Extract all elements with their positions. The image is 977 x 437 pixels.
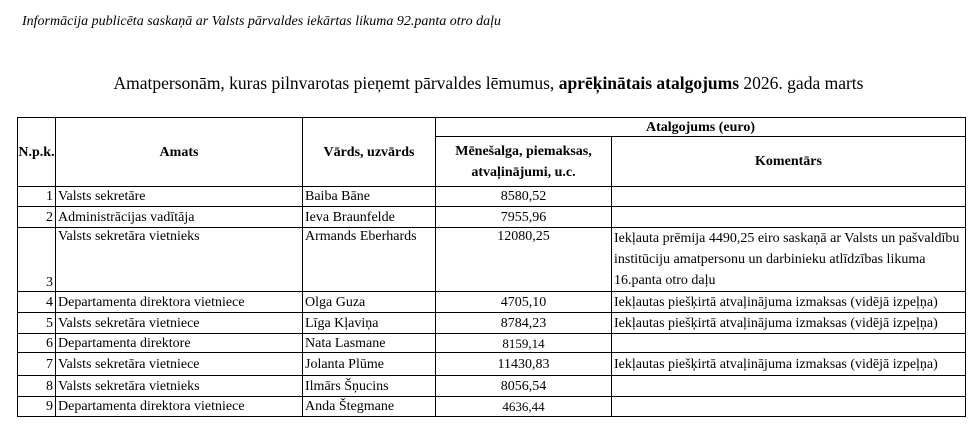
table-row: 2 Administrācijas vadītāja Ieva Braunfelde… <box>17 206 966 228</box>
row-number: 7 <box>17 352 56 376</box>
name-cell: Olga Guza <box>302 291 436 313</box>
comment-cell <box>611 396 966 417</box>
name-cell: Ieva Braunfelde <box>302 206 436 228</box>
title-after: 2026. gada marts <box>739 73 864 93</box>
salary-cell: 8159,14 <box>435 333 612 353</box>
salary-cell: 8056,54 <box>435 375 612 397</box>
table-row: 9 Departamenta direktora vietniece Anda Š… <box>17 396 966 417</box>
table-row: 8 Valsts sekretāra vietnieks Ilmārs Šņucin… <box>17 375 966 397</box>
table-row: 1 Valsts sekretāre Baiba Bāne 8580,52 <box>17 186 966 207</box>
row-number: 3 <box>17 227 56 292</box>
position-cell: Valsts sekretāra vietniece <box>55 312 303 334</box>
header-alga: Mēnešalga, piemaksas, atvaļinājumi, u.c. <box>435 136 612 187</box>
position-cell: Valsts sekretāra vietnieks <box>55 227 303 292</box>
row-number: 8 <box>17 375 56 397</box>
comment-cell <box>611 186 966 207</box>
name-cell: Jolanta Plūme <box>302 352 436 376</box>
row-number: 4 <box>17 291 56 313</box>
salary-cell: 7955,96 <box>435 206 612 228</box>
header-atalgojums: Atalgojums (euro) <box>435 117 966 137</box>
name-cell: Ilmārs Šņucins <box>302 375 436 397</box>
name-cell: Līga Kļaviņa <box>302 312 436 334</box>
header-amats: Amats <box>55 117 303 187</box>
comment-cell: Iekļautas piešķirtā atvaļinājuma izmaksa… <box>611 312 966 334</box>
name-cell: Anda Štegmane <box>302 396 436 417</box>
header-vards: Vārds, uzvārds <box>302 117 436 187</box>
salary-cell: 4705,10 <box>435 291 612 313</box>
comment-cell <box>611 333 966 353</box>
position-cell: Administrācijas vadītāja <box>55 206 303 228</box>
table-row: 3 Valsts sekretāra vietnieks Armands Eberh… <box>17 227 966 292</box>
salary-table: N.p.k. Amats Vārds, uzvārds Atalgojums (… <box>17 117 966 417</box>
row-number: 6 <box>17 333 56 353</box>
position-cell: Departamenta direktore <box>55 333 303 353</box>
header-npk: N.p.k. <box>17 117 56 187</box>
row-number: 1 <box>17 186 56 207</box>
legal-note: Informācija publicēta saskaņā ar Valsts … <box>22 14 501 29</box>
salary-cell: 8580,52 <box>435 186 612 207</box>
comment-cell <box>611 206 966 228</box>
table-row: 6 Departamenta direktore Nata Lasmane 8159… <box>17 333 966 353</box>
position-cell: Departamenta direktora vietniece <box>55 291 303 313</box>
title-before: Amatpersonām, kuras pilnvarotas pieņemt … <box>113 73 559 93</box>
header-komentars: Komentārs <box>611 136 966 187</box>
row-number: 9 <box>17 396 56 417</box>
comment-cell: Iekļautas piešķirtā atvaļinājuma izmaksa… <box>611 352 966 376</box>
comment-cell: Iekļautas piešķirtā atvaļinājuma izmaksa… <box>611 291 966 313</box>
table-row: 4 Departamenta direktora vietniece Olga G… <box>17 291 966 313</box>
title-bold: aprēķinātais atalgojums <box>558 73 740 93</box>
table-row: 5 Valsts sekretāra vietniece Līga Kļaviņa 8… <box>17 312 966 334</box>
salary-cell: 8784,23 <box>435 312 612 334</box>
name-cell: Armands Eberhards <box>302 227 436 292</box>
comment-cell: Iekļauta prēmija 4490,25 eiro saskaņā ar… <box>611 227 966 292</box>
comment-cell <box>611 375 966 397</box>
position-cell: Valsts sekretāra vietniece <box>55 352 303 376</box>
salary-cell: 11430,83 <box>435 352 612 376</box>
salary-cell: 12080,25 <box>435 227 612 292</box>
position-cell: Valsts sekretāra vietnieks <box>55 375 303 397</box>
table-row: 7 Valsts sekretāra vietniece Jolanta Plūme… <box>17 352 966 376</box>
row-number: 5 <box>17 312 56 334</box>
position-cell: Valsts sekretāre <box>55 186 303 207</box>
salary-cell: 4636,44 <box>435 396 612 417</box>
position-cell: Departamenta direktora vietniece <box>55 396 303 417</box>
page-title: Amatpersonām, kuras pilnvarotas pieņemt … <box>0 73 977 94</box>
name-cell: Nata Lasmane <box>302 333 436 353</box>
row-number: 2 <box>17 206 56 228</box>
name-cell: Baiba Bāne <box>302 186 436 207</box>
